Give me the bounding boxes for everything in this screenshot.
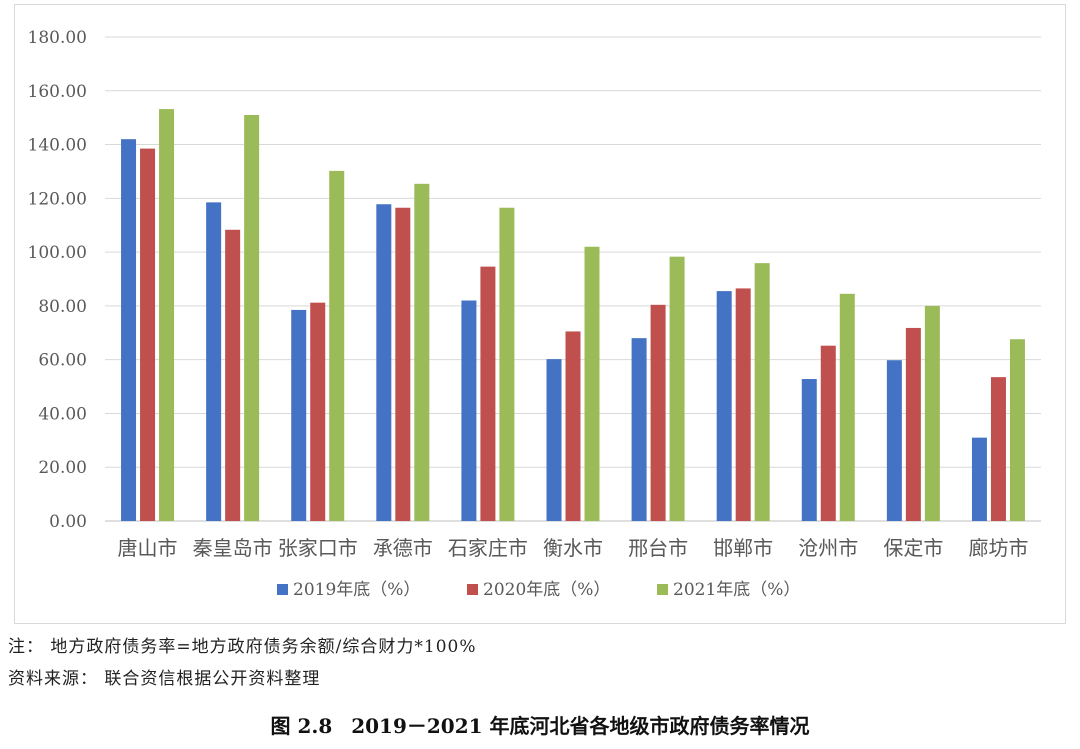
y-tick-label: 0.00 [49,512,87,532]
x-tick-label: 邯郸市 [713,536,773,560]
bar [754,263,770,521]
figure-caption: 图 2.8 2019－2021 年底河北省各地级市政府债务率情况 [0,710,1080,739]
y-tick-label: 60.00 [38,351,87,371]
bar [669,256,685,521]
bar [159,109,175,521]
bar [499,207,515,521]
x-tick-label: 保定市 [883,536,943,560]
bar [329,170,345,521]
legend-swatch [657,584,668,595]
formula-note: 注： 地方政府债务率=地方政府债务余额/综合财力*100% [8,637,477,657]
bar [310,302,326,521]
bar [546,359,562,521]
bar [206,202,222,521]
bar [990,377,1006,521]
bar [480,266,496,521]
figure-title: 2019－2021 年底河北省各地级市政府债务率情况 [351,714,810,738]
bar [801,379,817,521]
bar [461,300,477,521]
bar [565,331,581,521]
bar [376,204,392,521]
bar [631,338,647,521]
x-tick-label: 沧州市 [798,536,858,560]
bar [225,229,241,521]
y-tick-label: 180.00 [28,28,87,48]
y-tick-label: 140.00 [28,136,87,156]
y-tick-label: 160.00 [28,82,87,102]
legend-label: 2021年底（%） [673,580,800,600]
y-tick-label: 40.00 [38,404,87,424]
bar [971,437,987,521]
source-note: 资料来源： 联合资信根据公开资料整理 [8,669,321,689]
x-tick-label: 承德市 [373,536,433,560]
bar [244,114,260,521]
bar [735,288,751,521]
y-tick-label: 100.00 [28,243,87,263]
bar [395,207,411,521]
bar-chart: 0.00 20.00 40.00 60.00 80.00 100.00 120.00 140.… [28,28,1041,600]
bar [924,305,940,521]
y-tick-label: 80.00 [38,297,87,317]
x-tick-label: 衡水市 [543,536,603,560]
bar [820,345,836,521]
figure-number: 图 2.8 [270,714,333,738]
x-tick-label: 石家庄市 [448,536,528,560]
y-tick-label: 120.00 [28,189,87,209]
bar [291,309,307,521]
legend-swatch [277,584,288,595]
chart-frame: 0.00 20.00 40.00 60.00 80.00 100.00 120.00 140.… [14,4,1066,624]
bar [905,327,921,521]
bar [839,293,855,521]
bar [886,360,902,521]
bar [140,148,156,522]
x-tick-label: 邢台市 [628,536,688,560]
bar [650,304,666,521]
x-tick-label: 唐山市 [118,536,178,560]
bar [716,291,732,521]
bar [121,139,137,521]
legend-label: 2019年底（%） [293,580,420,600]
x-tick-label: 张家口市 [278,536,358,560]
bar [414,183,430,521]
bar [584,246,600,521]
legend-swatch [467,584,478,595]
bar [1009,339,1025,521]
x-tick-label: 廊坊市 [968,536,1028,560]
legend-label: 2020年底（%） [483,580,610,600]
x-tick-label: 秦皇岛市 [193,536,273,560]
y-tick-label: 20.00 [38,458,87,478]
